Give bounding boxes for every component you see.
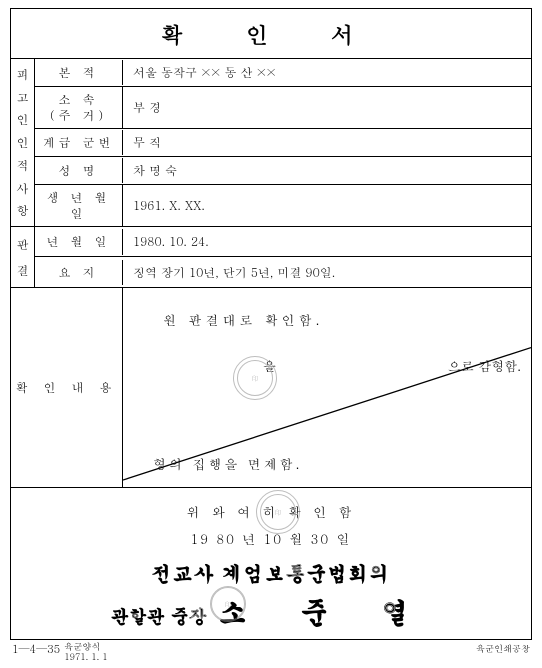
confirm-line2-end: 으로 감형함. [448,356,521,375]
vlabel-char: 항 [17,202,29,219]
title: 확 인 서 [11,9,531,59]
field-label: 성 명 [35,158,123,184]
signer-name: 소 준 열 [219,591,432,631]
vlabel-char: 인 [17,111,29,128]
field-label: 생 년 월 일 [35,185,123,226]
field-row: 계급 군번 무 직 [35,129,531,157]
confirm-line2: 을 으로 감형함. [173,356,521,375]
signature-line: 관할관 중장 소 준 열 [19,591,523,631]
confirmation-label: 확 인 내 용 [11,288,123,487]
document-frame: 확 인 서 피 고 인 인 적 사 항 본 적 서울 동작구 ×× 동 산 ××… [10,8,532,640]
field-label: 년 월 일 [35,229,123,255]
publisher: 육군인쇄공창 [476,642,530,662]
confirmation-body: 원 판결대로 확인함. 을 으로 감형함. 형의 집행을 면제함. 印 [123,288,531,487]
field-label: 요 지 [35,260,123,286]
form-info: 육군양식 1971. 1. 1 [64,642,107,662]
seal-stamp-icon: 印 [233,356,277,400]
judgment-section: 판 결 년 월 일 1980. 10. 24. 요 지 징역 장기 10년, 단… [11,227,531,288]
vlabel-char: 인 [17,134,29,151]
field-label: 소 속 (주 거) [35,87,123,128]
judgment-section-label: 판 결 [11,227,35,287]
confirm-line1: 원 판결대로 확인함. [163,310,323,329]
seal-stamp-icon: 印 [256,490,300,534]
field-row: 본 적 서울 동작구 ×× 동 산 ×× [35,59,531,87]
field-value: 서울 동작구 ×× 동 산 ×× [123,59,531,86]
organization-name: 전교사 계엄보통군법회의 [19,558,523,587]
form-date: 1971. 1. 1 [64,650,107,663]
vlabel-char: 판 [17,236,29,253]
vlabel-char: 피 [17,66,29,83]
field-value: 부 경 [123,94,531,121]
field-value: 징역 장기 10년, 단기 5년, 미결 90일. [123,259,531,286]
person-section-label: 피 고 인 인 적 사 항 [11,59,35,226]
vlabel-char: 적 [17,157,29,174]
field-row: 소 속 (주 거) 부 경 [35,87,531,129]
field-value: 1961. X. XX. [123,192,531,219]
signer-rank: 관할관 중장 [111,604,207,629]
seal-stamp-icon: 印 [211,587,245,621]
vlabel-char: 고 [17,89,29,106]
vlabel-char: 결 [17,262,29,279]
field-value: 차 명 숙 [123,157,531,184]
field-value: 무 직 [123,129,531,156]
confirm-line3: 형의 집행을 면제함. [153,454,302,473]
field-row: 요 지 징역 장기 10년, 단기 5년, 미결 90일. [35,257,531,287]
confirmation-section: 확 인 내 용 원 판결대로 확인함. 을 으로 감형함. 형의 집행을 면제함… [11,288,531,488]
field-row: 성 명 차 명 숙 [35,157,531,185]
field-row: 년 월 일 1980. 10. 24. [35,227,531,257]
field-row: 생 년 월 일 1961. X. XX. [35,185,531,226]
field-label: 본 적 [35,60,123,86]
form-code: 1—4—35 [12,642,60,657]
form-footer: 1—4—35 육군양식 1971. 1. 1 육군인쇄공창 [10,640,532,662]
signature-section: 위 와 여 히 확 인 함 印 19 80 년 10 월 30 일 전교사 계엄… [11,488,531,639]
field-label: 계급 군번 [35,130,123,156]
vlabel-char: 사 [17,180,29,197]
field-value: 1980. 10. 24. [123,228,531,255]
person-section: 피 고 인 인 적 사 항 본 적 서울 동작구 ×× 동 산 ×× 소 속 (… [11,59,531,227]
